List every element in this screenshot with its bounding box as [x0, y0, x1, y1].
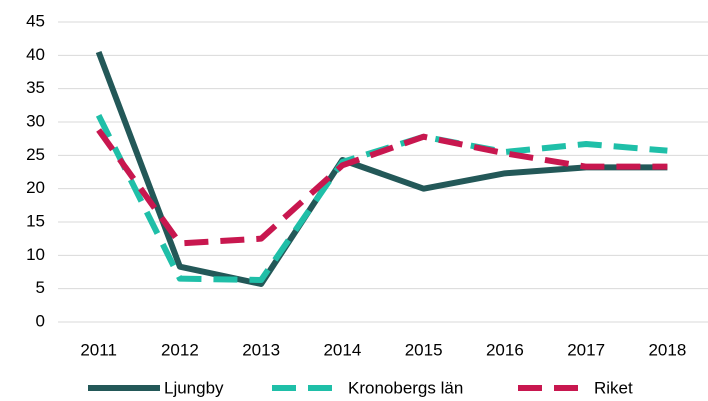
y-tick-label: 0 [36, 311, 45, 330]
y-tick-label: 25 [26, 145, 45, 164]
legend-label: Riket [594, 378, 633, 397]
y-tick-label: 30 [26, 111, 45, 130]
legend-label: Kronobergs län [348, 378, 463, 397]
x-tick-label: 2017 [567, 340, 605, 359]
x-tick-label: 2014 [323, 340, 361, 359]
y-tick-label: 35 [26, 78, 45, 97]
y-tick-label: 40 [26, 45, 45, 64]
x-tick-label: 2016 [486, 340, 524, 359]
y-tick-label: 20 [26, 178, 45, 197]
series-line [95, 50, 668, 287]
series-line [96, 128, 668, 247]
y-tick-label: 5 [36, 278, 45, 297]
y-tick-label: 45 [26, 11, 45, 30]
x-tick-label: 2018 [648, 340, 686, 359]
legend-label: Ljungby [164, 378, 224, 397]
x-tick-label: 2015 [405, 340, 443, 359]
y-tick-label: 15 [26, 211, 45, 230]
x-tick-label: 2013 [242, 340, 280, 359]
x-tick-label: 2012 [161, 340, 199, 359]
x-tick-label: 2011 [80, 340, 117, 359]
y-tick-label: 10 [26, 245, 45, 264]
